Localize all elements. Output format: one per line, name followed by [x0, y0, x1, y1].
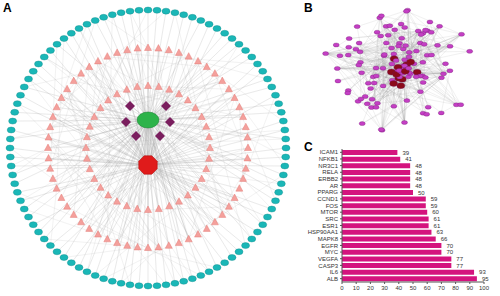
svg-text:MYC: MYC: [325, 249, 339, 255]
svg-text:40: 40: [395, 285, 402, 291]
svg-text:HSP90AA1: HSP90AA1: [308, 229, 339, 235]
svg-text:RELA: RELA: [322, 169, 338, 175]
svg-text:90: 90: [466, 285, 473, 291]
svg-text:48: 48: [415, 170, 422, 176]
svg-text:66: 66: [441, 236, 448, 242]
svg-text:48: 48: [415, 163, 422, 169]
svg-text:41: 41: [405, 156, 412, 162]
svg-text:ALB: ALB: [327, 276, 338, 282]
svg-text:50: 50: [410, 285, 417, 291]
svg-text:30: 30: [381, 285, 388, 291]
svg-text:EGFR: EGFR: [321, 243, 338, 249]
svg-text:SRC: SRC: [325, 216, 338, 222]
svg-text:48: 48: [415, 183, 422, 189]
svg-text:100: 100: [479, 285, 490, 291]
svg-text:CASP3: CASP3: [318, 263, 338, 269]
svg-text:70: 70: [446, 249, 453, 255]
svg-text:20: 20: [367, 285, 374, 291]
svg-text:NFKB1: NFKB1: [319, 156, 339, 162]
svg-text:61: 61: [434, 223, 441, 229]
svg-text:IL6: IL6: [330, 269, 339, 275]
svg-text:80: 80: [452, 285, 459, 291]
svg-text:63: 63: [436, 229, 443, 235]
svg-text:59: 59: [431, 203, 438, 209]
svg-text:77: 77: [456, 263, 463, 269]
svg-text:48: 48: [415, 176, 422, 182]
svg-text:CCND1: CCND1: [317, 196, 338, 202]
svg-text:77: 77: [456, 256, 463, 262]
svg-text:70: 70: [438, 285, 445, 291]
svg-text:FOS: FOS: [326, 203, 338, 209]
html-text:C: C: [304, 140, 313, 154]
svg-text:70: 70: [446, 243, 453, 249]
html-text:B: B: [304, 1, 313, 15]
svg-text:ICAM1: ICAM1: [320, 149, 339, 155]
svg-text:59: 59: [431, 196, 438, 202]
svg-text:60: 60: [424, 285, 431, 291]
svg-text:10: 10: [353, 285, 360, 291]
svg-text:93: 93: [479, 269, 486, 275]
svg-text:VEGFA: VEGFA: [318, 256, 338, 262]
svg-text:ESR1: ESR1: [322, 223, 338, 229]
svg-text:95: 95: [482, 276, 489, 282]
svg-text:0: 0: [340, 285, 344, 291]
svg-text:ERBB2: ERBB2: [318, 176, 338, 182]
svg-text:61: 61: [434, 216, 441, 222]
svg-text:PPARG: PPARG: [317, 189, 338, 195]
svg-text:AR: AR: [330, 183, 339, 189]
svg-text:MAPK8: MAPK8: [318, 236, 339, 242]
svg-text:60: 60: [432, 209, 439, 215]
svg-text:MTOR: MTOR: [320, 209, 338, 215]
svg-text:39: 39: [402, 150, 409, 156]
svg-text:NR3C1: NR3C1: [318, 163, 338, 169]
html-text:A: A: [3, 1, 12, 15]
svg-text:50: 50: [418, 190, 425, 196]
